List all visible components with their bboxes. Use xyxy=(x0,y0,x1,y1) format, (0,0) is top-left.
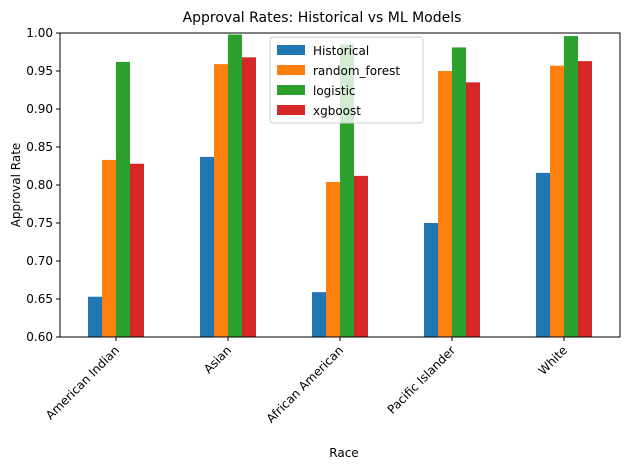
x-axis: American Indian Asian African American Paci… xyxy=(43,337,570,426)
plot-frame xyxy=(59,32,621,338)
y-tick-label: 1.00 xyxy=(26,26,53,40)
y-tick-label: 0.65 xyxy=(26,292,53,306)
x-axis-title: Race xyxy=(329,446,358,460)
bar-Historical-pacific-islander xyxy=(424,223,438,337)
legend-swatch xyxy=(277,45,305,55)
legend: Historical random_forest logistic xgboost xyxy=(269,36,424,124)
x-tick-label: Asian xyxy=(201,343,234,376)
bar-Historical-asian xyxy=(200,156,214,337)
legend-label: logistic xyxy=(313,84,356,98)
bar-Historical-american-indian xyxy=(88,296,102,337)
y-tick-label: 0.85 xyxy=(26,140,53,154)
x-tick-label: African American xyxy=(264,343,347,426)
x-tick-label: White xyxy=(536,343,571,378)
bar-random_forest-american-indian xyxy=(102,159,116,337)
legend-swatch xyxy=(277,105,305,115)
y-tick-label: 0.80 xyxy=(26,178,53,192)
y-axis: 0.60 0.65 0.70 0.75 0.80 0.85 0.90 0.95 1.00 xyxy=(26,26,60,344)
y-tick-label: 0.95 xyxy=(26,64,53,78)
y-tick-label: 0.75 xyxy=(26,216,53,230)
y-tick-label: 0.60 xyxy=(26,330,53,344)
legend-swatch xyxy=(277,65,305,75)
x-tick-label: Pacific Islander xyxy=(385,343,459,417)
legend-swatch xyxy=(277,85,305,95)
x-tick-label: American Indian xyxy=(43,343,122,422)
bar-xgboost-pacific-islander xyxy=(466,82,480,338)
y-tick-label: 0.70 xyxy=(26,254,53,268)
bar-random_forest-asian xyxy=(214,64,228,337)
bar-logistic-american-indian xyxy=(116,61,130,337)
bar-logistic-asian xyxy=(228,34,242,338)
bar-logistic-white xyxy=(564,36,578,337)
bar-random_forest-african-american xyxy=(326,181,340,337)
bar-Historical-white xyxy=(536,172,550,337)
y-tick-label: 0.90 xyxy=(26,102,53,116)
bar-random_forest-pacific-islander xyxy=(438,71,452,337)
legend-label: xgboost xyxy=(313,104,361,118)
legend-box xyxy=(269,36,424,124)
legend-label: Historical xyxy=(313,44,369,58)
bar-xgboost-american-indian xyxy=(130,163,144,337)
bar-random_forest-white xyxy=(550,65,564,338)
bar-Historical-african-american xyxy=(312,292,326,337)
bar-xgboost-asian xyxy=(242,57,256,337)
bar-logistic-pacific-islander xyxy=(452,47,466,337)
bar-xgboost-white xyxy=(578,61,592,338)
bar-xgboost-african-american xyxy=(354,175,368,337)
legend-label: random_forest xyxy=(313,64,400,78)
chart-title: Approval Rates: Historical vs ML Models xyxy=(183,10,462,26)
y-axis-title: Approval Rate xyxy=(9,143,23,228)
